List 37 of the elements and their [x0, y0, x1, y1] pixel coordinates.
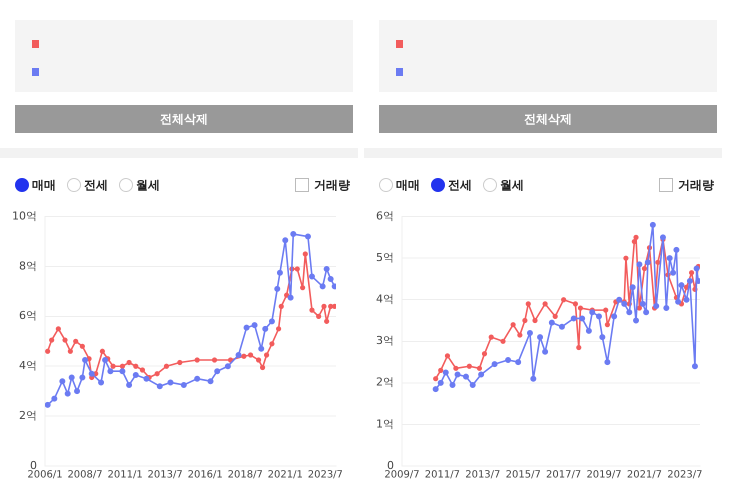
text: 매매 [396, 176, 420, 194]
y-tick-label: 5억 [376, 251, 394, 264]
text: 전세 [448, 176, 472, 194]
y-tick-label: 2억 [376, 376, 394, 389]
x-tick-label: 2023/7 [308, 470, 343, 481]
text: 전체삭제 [379, 105, 717, 133]
x-tick-label: 2013/7 [148, 470, 183, 481]
x-tick-label: 2017/7 [546, 470, 582, 481]
x-tick-label: 2009/7 [384, 470, 420, 481]
y-tick-label: 8억 [18, 259, 37, 272]
y-tick-label: 6억 [376, 209, 394, 222]
x-tick-label: 2013/7 [465, 470, 500, 481]
x-tick-label: 2018/7 [228, 470, 263, 481]
x-tick-label: 2023/7 [667, 470, 702, 481]
text: 월세 [136, 176, 160, 194]
x-tick-label: 2006/1 [27, 470, 63, 481]
text: 전세 [84, 176, 108, 194]
x-tick-label: 2021/7 [626, 470, 662, 481]
x-tick-label: 2015/7 [506, 470, 541, 481]
y-tick-label: 3억 [376, 334, 394, 348]
y-tick-label: 10억 [12, 209, 37, 222]
text: 거래량 [314, 176, 350, 194]
x-tick-label: 2011/7 [424, 470, 460, 481]
y-tick-label: 4억 [376, 292, 394, 306]
x-tick-label: 2008/7 [67, 470, 103, 481]
x-tick-label: 2016/1 [188, 470, 223, 481]
y-tick-label: 4억 [18, 359, 37, 372]
x-tick-label: 2021/1 [268, 470, 303, 481]
x-tick-label: 2019/7 [586, 470, 622, 481]
text: 월세 [500, 176, 524, 194]
x-tick-label: 2011/1 [107, 470, 143, 481]
y-tick-label: 1억 [376, 417, 394, 430]
text: 전체삭제 [15, 105, 353, 133]
text: 거래량 [678, 176, 714, 194]
y-tick-label: 6억 [18, 309, 37, 322]
text: 매매 [32, 176, 56, 194]
y-tick-label: 2억 [18, 408, 37, 422]
